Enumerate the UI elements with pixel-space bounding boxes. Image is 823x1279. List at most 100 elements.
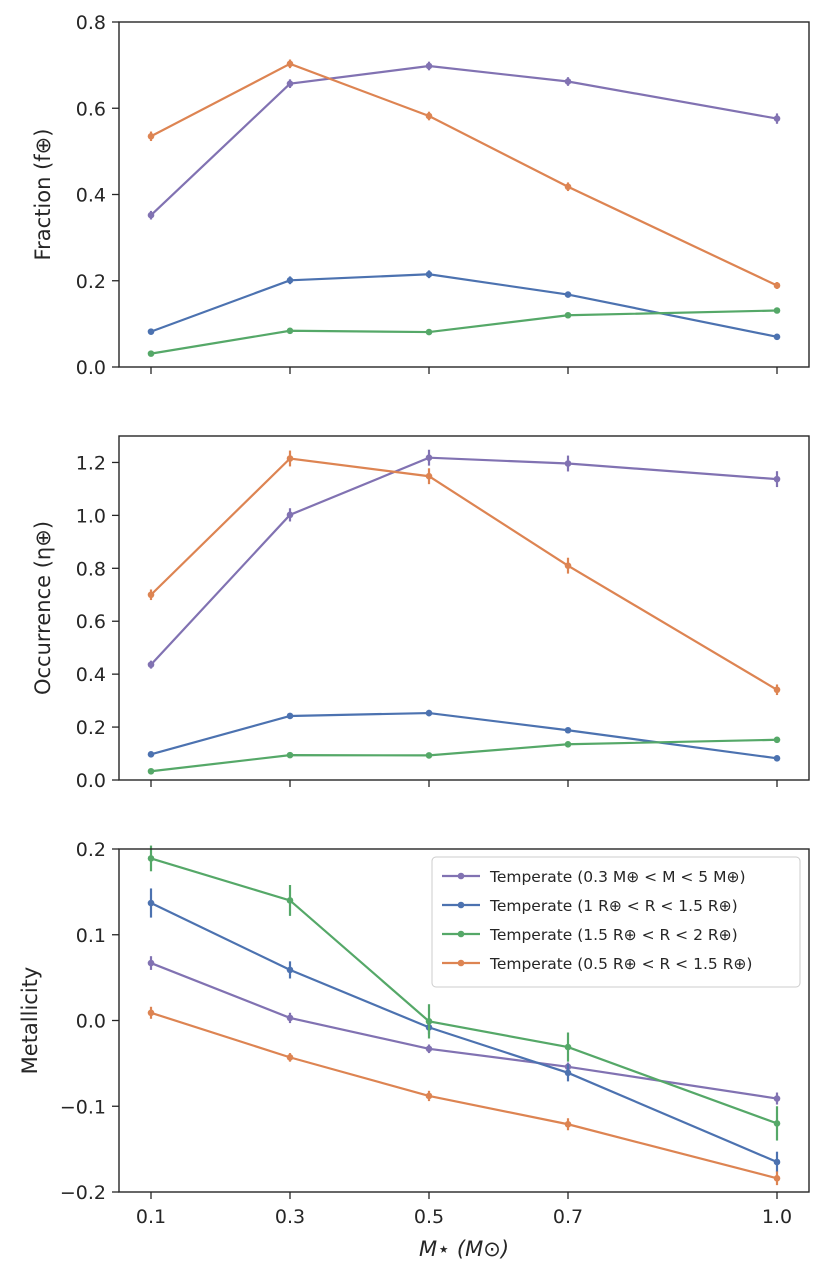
data-point [564, 78, 572, 85]
x-axis-label: M⋆ (M⊙) [419, 1237, 509, 1261]
series-line [150, 62, 778, 287]
data-point [773, 1120, 781, 1127]
series-line [150, 1011, 778, 1180]
series-blue [147, 270, 781, 341]
series-green [147, 307, 781, 357]
data-point [286, 511, 294, 519]
y-tick-label: 0.2 [76, 717, 106, 739]
y-tick-label: 0.6 [76, 98, 106, 120]
data-point [147, 767, 155, 775]
data-point [773, 1158, 781, 1166]
y-tick-label: 1.0 [76, 505, 106, 527]
data-point [425, 472, 433, 480]
series-orange [147, 1006, 781, 1186]
data-point [425, 62, 433, 70]
data-point [147, 959, 155, 967]
data-point [425, 1045, 433, 1053]
data-point [773, 333, 781, 341]
data-point [773, 307, 781, 314]
legend-swatch-marker [457, 930, 465, 938]
y-tick-label: 0.2 [76, 839, 106, 861]
legend-swatch-marker [457, 901, 465, 909]
series-line [150, 457, 778, 691]
series-orange [147, 450, 781, 696]
y-tick-label: 0.1 [76, 925, 106, 947]
data-point [286, 751, 294, 759]
data-point [286, 1054, 294, 1061]
series-orange [147, 59, 781, 289]
data-point [286, 1014, 294, 1022]
y-tick-label: −0.2 [60, 1182, 106, 1204]
data-point [147, 591, 155, 599]
y-tick-label: 0.2 [76, 271, 106, 293]
series-purple [147, 61, 781, 220]
y-tick-label: 1.2 [76, 452, 106, 474]
data-point [147, 661, 155, 668]
data-point [286, 277, 294, 284]
data-point [425, 1018, 433, 1025]
chart-panel-1: 0.0 0.2 0.4 0.6 0.8 Fraction (f⊕) [31, 12, 810, 379]
x-tick-label: 0.3 [275, 1206, 305, 1228]
data-point [425, 454, 433, 461]
data-point [564, 291, 572, 298]
data-point [564, 1043, 572, 1051]
data-point [773, 736, 781, 744]
y-tick-label: 0.4 [76, 664, 106, 686]
series-green [147, 736, 781, 775]
y-tick-label: 0.8 [76, 558, 106, 580]
data-point [773, 686, 781, 694]
x-tick-label: 0.1 [136, 1206, 166, 1228]
data-point [425, 328, 433, 336]
y-axis-label: Occurrence (η⊕) [31, 521, 55, 695]
plot-frame [118, 848, 810, 1193]
x-tick-label: 1.0 [762, 1206, 792, 1228]
series-purple [147, 449, 781, 669]
data-point [147, 899, 155, 907]
data-point [564, 1120, 572, 1128]
y-axis-label: Metallicity [18, 967, 42, 1075]
data-point [147, 855, 155, 862]
data-point [564, 562, 572, 569]
data-point [147, 350, 155, 357]
y-tick-label: 0.0 [76, 1011, 106, 1033]
chart-panel-2: 0.0 0.2 0.4 0.6 0.8 1.0 1.2 Occurrence (η⊕) [31, 435, 810, 792]
data-point [147, 328, 155, 335]
chart-panel-3: −0.2 −0.1 0.0 0.1 0.2 0.1 0.3 0.5 0.7 1.0 Metallic… [18, 839, 810, 1261]
data-point [425, 709, 433, 717]
legend-entry: Temperate (1 R⊕ < R < 1.5 R⊕) [489, 897, 738, 915]
data-point [425, 752, 433, 759]
plot-frame [118, 21, 810, 368]
data-point [147, 1009, 155, 1017]
data-point [564, 311, 572, 319]
data-point [564, 460, 572, 467]
data-point [773, 1095, 781, 1102]
x-tick-label: 0.5 [414, 1206, 444, 1228]
legend-entry: Temperate (0.3 M⊕ < M < 5 M⊕) [489, 868, 746, 886]
data-point [147, 211, 155, 219]
y-tick-label: 0.4 [76, 185, 106, 207]
data-point [773, 475, 781, 483]
series-blue [147, 709, 781, 762]
data-point [773, 1174, 781, 1182]
y-tick-label: 0.8 [76, 12, 106, 34]
series-green [147, 845, 781, 1141]
data-point [564, 740, 572, 748]
series-line [150, 738, 778, 773]
data-point [286, 455, 294, 462]
data-point [286, 327, 294, 335]
data-point [286, 897, 294, 904]
y-tick-label: 0.0 [76, 357, 106, 379]
data-point [425, 112, 433, 120]
data-point [286, 80, 294, 87]
data-point [773, 115, 781, 122]
y-tick-label: 0.0 [76, 770, 106, 792]
data-point [425, 1092, 433, 1100]
data-point [286, 60, 294, 68]
y-axis-label: Fraction (f⊕) [31, 129, 55, 261]
data-point [425, 270, 433, 278]
legend-swatch-marker [457, 959, 465, 967]
y-tick-label: −0.1 [60, 1096, 106, 1118]
data-point [147, 132, 155, 140]
x-tick-label: 0.7 [553, 1206, 583, 1228]
